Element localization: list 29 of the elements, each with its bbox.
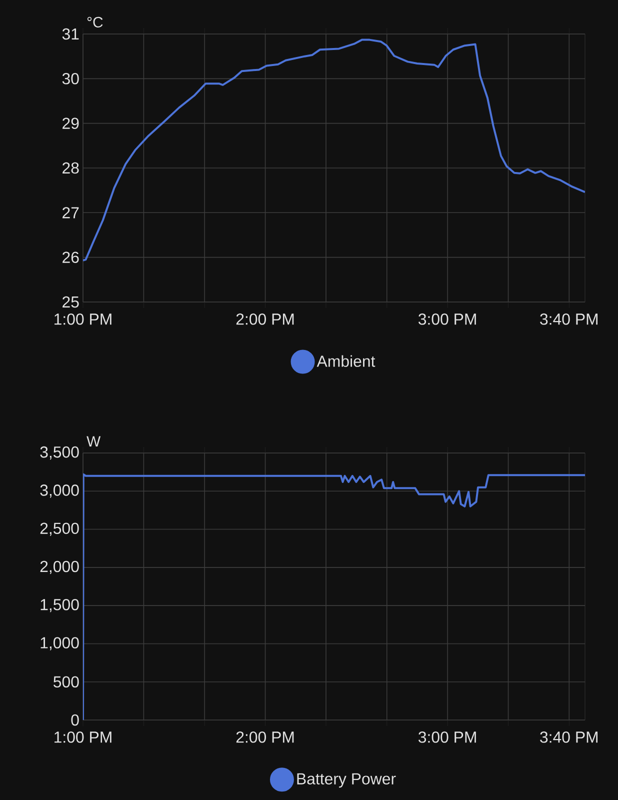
x-tick-label: 1:00 PM — [54, 314, 112, 325]
legend-label: Ambient — [316, 355, 376, 367]
y-tick-label: 2,500 — [40, 522, 79, 536]
y-tick-label: 0 — [71, 714, 79, 726]
x-tick-label: 3:40 PM — [540, 314, 598, 325]
x-tick-label: 2:00 PM — [236, 732, 294, 743]
y-axis-title: W — [86, 436, 101, 446]
y-tick-label: 1,500 — [40, 598, 79, 612]
y-tick-label: 3,500 — [40, 446, 79, 460]
legend-label: Battery Power — [297, 773, 396, 788]
y-tick-label: 1,000 — [40, 637, 79, 650]
y-tick-label: 2,000 — [40, 560, 79, 574]
y-tick-label: 26 — [62, 252, 79, 263]
y-tick-label: 31 — [62, 28, 79, 40]
y-tick-label: 27 — [62, 207, 79, 218]
x-tick-label: 1:00 PM — [54, 732, 112, 743]
x-tick-label: 3:00 PM — [418, 732, 476, 743]
y-tick-label: 30 — [62, 73, 79, 84]
x-tick-label: 2:00 PM — [236, 314, 294, 325]
line-series — [83, 38, 586, 262]
line-series — [83, 473, 586, 720]
y-tick-label: 29 — [62, 118, 79, 129]
y-tick-label: 28 — [62, 162, 79, 174]
x-tick-label: 3:40 PM — [540, 732, 598, 743]
y-tick-label: 25 — [62, 296, 79, 308]
y-tick-label: 3,000 — [40, 484, 79, 498]
y-axis-title: °C — [87, 16, 103, 28]
y-tick-label: 500 — [54, 676, 79, 688]
x-tick-label: 3:00 PM — [418, 314, 476, 325]
